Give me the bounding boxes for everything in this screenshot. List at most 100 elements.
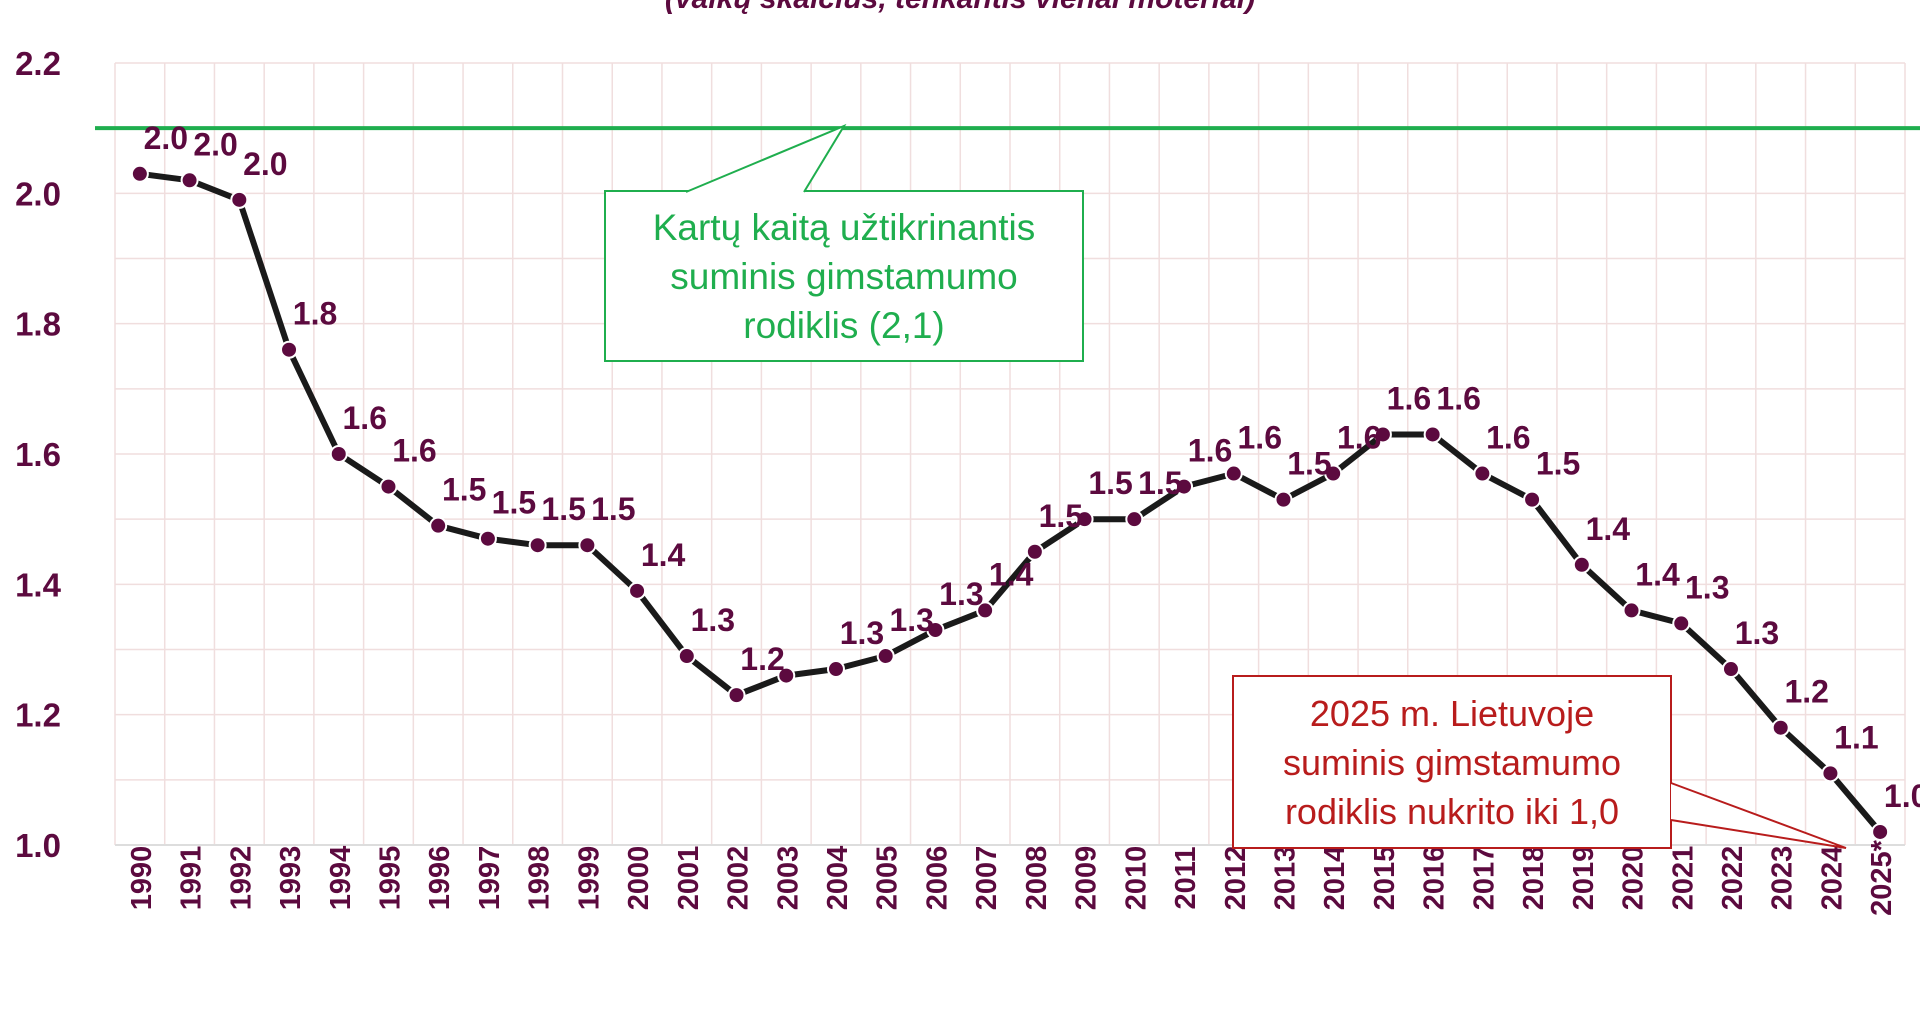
x-axis-ticks: 1990 1991 1992 1993 1994 1995 1996 1997 1998 1999…: [126, 839, 1898, 916]
data-point: [1373, 425, 1392, 444]
data-labels: 2.0 2.02.01.81.61.61.5 1.5 1.5 1.51.41.31.21…: [144, 120, 1920, 814]
data-point: [727, 686, 746, 705]
x-tick-label: 1993: [275, 846, 307, 911]
data-point: [429, 516, 448, 535]
data-point: [1871, 822, 1890, 841]
y-tick-label: 1.2: [15, 697, 61, 734]
data-point: [926, 620, 945, 639]
data-point: [777, 666, 796, 685]
x-tick-label: 2013: [1269, 846, 1301, 911]
x-tick-label: 2019: [1568, 846, 1600, 911]
x-tick-label: 1997: [474, 846, 506, 911]
data-point: [1721, 660, 1740, 679]
x-tick-label: 2016: [1419, 846, 1451, 911]
data-label: 1.3: [1685, 569, 1729, 605]
data-point: [1224, 464, 1243, 483]
data-point: [578, 536, 597, 555]
x-tick-label: 1996: [424, 846, 456, 911]
data-label: 1.5: [442, 472, 486, 508]
x-tick-label: 2000: [623, 846, 655, 911]
x-tick-label: 2014: [1319, 846, 1351, 911]
data-label: 1.8: [293, 296, 337, 332]
y-tick-label: 1.4: [15, 566, 62, 603]
x-tick-label: 2007: [971, 846, 1003, 911]
data-label: 1.5: [1536, 446, 1580, 482]
data-point: [1125, 510, 1144, 529]
data-point: [1523, 490, 1542, 509]
x-tick-label: 1994: [325, 846, 357, 911]
data-label: 1.4: [1586, 511, 1631, 547]
x-tick-label: 1990: [126, 846, 158, 911]
data-label: 1.5: [591, 491, 635, 527]
y-axis-ticks: 1.0 1.2 1.4 1.6 1.8 2.0 2.2: [15, 45, 62, 864]
x-tick-label: 2021: [1667, 846, 1699, 911]
data-label: 1.2: [1784, 674, 1828, 710]
data-label: 1.3: [889, 602, 933, 638]
x-tick-label: 2024: [1816, 846, 1848, 911]
data-point: [628, 581, 647, 600]
data-point: [478, 529, 497, 548]
data-label: 1.4: [989, 556, 1034, 592]
data-label: 1.4: [641, 537, 686, 573]
x-tick-label: 2010: [1120, 846, 1152, 911]
x-tick-label: 2005: [872, 846, 904, 911]
data-point: [1175, 477, 1194, 496]
x-tick-label: 2003: [772, 846, 804, 911]
data-label: 1.5: [1088, 465, 1132, 501]
data-label: 1.6: [1238, 420, 1282, 456]
data-point: [1075, 510, 1094, 529]
data-point: [329, 445, 348, 463]
data-point: [677, 647, 696, 666]
data-point: [1771, 718, 1790, 737]
data-label: 1.6: [1337, 420, 1381, 456]
annotations: Kartų kaitą užtikrinantis suminis gimstam…: [604, 123, 1847, 849]
data-point: [1821, 764, 1840, 783]
x-tick-label: 2018: [1518, 846, 1550, 911]
y-tick-label: 1.0: [15, 827, 61, 864]
data-label: 1.5: [541, 491, 585, 527]
data-point: [1324, 464, 1343, 483]
x-tick-label: 2011: [1170, 847, 1202, 910]
y-tick-label: 1.8: [15, 306, 61, 343]
data-label: 1.3: [840, 615, 884, 651]
data-label: 2.0: [144, 120, 188, 156]
data-point: [976, 601, 995, 620]
data-point: [1274, 490, 1293, 509]
x-tick-label: 2023: [1767, 846, 1799, 911]
data-label: 1.0: [1884, 778, 1920, 814]
y-tick-label: 2.0: [15, 175, 61, 212]
x-tick-label: 2009: [1071, 846, 1103, 911]
lithuania-callout-text: 2025 m. Lietuvoje: [1310, 693, 1594, 734]
data-label: 2.0: [243, 146, 287, 182]
data-label: 1.4: [1635, 556, 1680, 592]
data-point: [1025, 542, 1044, 561]
lithuania-callout-text: suminis gimstamumo: [1283, 742, 1621, 783]
data-label: 1.6: [343, 400, 387, 436]
data-label: 1.5: [1287, 446, 1331, 482]
x-tick-label: 1992: [225, 846, 257, 911]
data-label: 1.3: [691, 602, 735, 638]
x-tick-label: 1995: [374, 846, 406, 911]
data-point: [379, 477, 398, 496]
data-label: 1.2: [740, 641, 784, 677]
data-label: 1.6: [1387, 380, 1431, 416]
data-point: [1672, 614, 1691, 633]
data-label: 1.6: [1436, 380, 1480, 416]
y-tick-label: 2.2: [15, 45, 61, 82]
replacement-callout-pointer: [685, 123, 847, 193]
data-label: 1.6: [1188, 433, 1232, 469]
x-tick-label: 2022: [1717, 846, 1749, 911]
data-point: [130, 164, 149, 183]
data-point: [280, 340, 299, 359]
data-point: [1423, 425, 1442, 444]
y-tick-label: 1.6: [15, 436, 61, 473]
replacement-callout-text: Kartų kaitą užtikrinantis: [653, 207, 1036, 248]
data-point: [528, 536, 547, 555]
data-label: 1.6: [392, 433, 436, 469]
x-tick-label: 2015: [1369, 846, 1401, 911]
data-point: [1622, 601, 1641, 620]
replacement-callout-text: suminis gimstamumo: [670, 256, 1017, 297]
data-label: 1.3: [939, 576, 983, 612]
x-tick-label: 2004: [822, 846, 854, 911]
